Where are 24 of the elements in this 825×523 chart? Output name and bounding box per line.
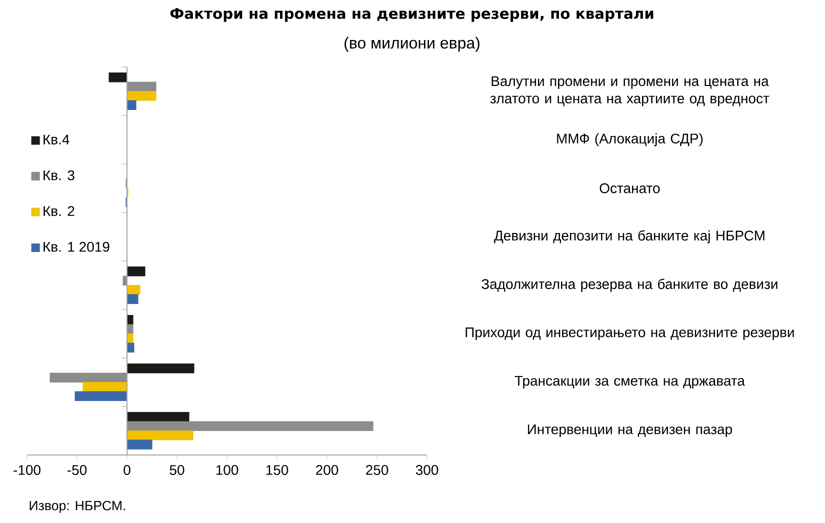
legend-label: Кв. 2 [44,206,74,216]
y-tick-label: Останато [600,183,660,194]
y-tick-label: Валутни промени и промени на цената на златото и цената на хартиите од вредност [490,76,770,106]
y-tick-label: ММФ (Алокација СДР) [557,133,703,146]
legend-label: Кв. 3 [44,170,74,180]
y-tick-label: Приходи од инвестирањето на девизните резерви [466,327,794,340]
y-tick-label: Интервенции на девизен пазар [528,424,732,438]
y-tick-label: Трансакции за сметка на државата [514,376,745,389]
y-tick-label: Задолжителна резерва на банките во девизи [482,278,778,292]
x-tick-label: 150 [266,465,288,475]
x-tick-label: -100 [14,465,40,475]
chart-title: Фактори на промена на девизните резерви, по квартали [170,8,654,22]
x-tick-label: 200 [316,465,338,475]
y-tick-label: Девизни депозити на банките кај НБРСМ [494,230,764,244]
text: Извор: НБРСМ. [30,500,126,513]
legend-label: Кв. 1 2019 [44,242,110,252]
x-tick-label: -50 [68,465,87,475]
legend-label: Кв.4 [44,134,70,144]
x-tick-label: 100 [216,465,238,475]
x-tick-label: 250 [366,465,388,475]
x-tick-label: 50 [170,465,184,475]
x-tick-label: 300 [416,465,438,475]
chart-subtitle: (во милиони евра) [344,36,480,52]
x-tick-label: 0 [124,465,130,475]
